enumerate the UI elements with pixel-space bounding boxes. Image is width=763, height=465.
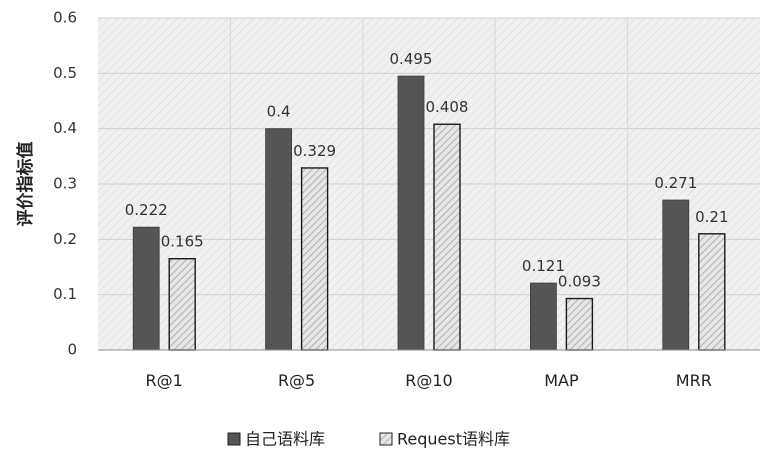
y-tick-label: 0.1 (53, 285, 77, 303)
bar-value-label: 0.271 (654, 174, 697, 192)
bar-series-1 (662, 199, 690, 351)
legend-swatch-series-2 (379, 432, 393, 446)
y-tick-label: 0.6 (53, 9, 77, 27)
bar-series-1 (132, 226, 160, 351)
bar-value-label: 0.495 (390, 50, 433, 68)
legend-label-series-1: 自己语料库 (245, 430, 325, 449)
x-axis-ticks: R@1 R@5 R@10 MAP MRR (146, 371, 712, 390)
x-tick-label: MAP (544, 371, 579, 390)
bar-series-1 (265, 128, 293, 351)
bar-value-label: 0.165 (161, 233, 204, 251)
bar-series-2 (433, 123, 461, 351)
bar-series-1 (397, 75, 425, 351)
bar-value-label: 0.408 (426, 98, 469, 116)
bar-series-2 (698, 233, 726, 351)
x-tick-label: R@5 (278, 371, 315, 390)
bar-value-label: 0.121 (522, 257, 565, 275)
y-axis-ticks: 0 0.1 0.2 0.3 0.4 0.5 0.6 (53, 9, 77, 359)
bar-series-2 (565, 297, 594, 351)
y-tick-label: 0 (67, 341, 77, 359)
y-axis-label: 评价指标值 (15, 142, 36, 227)
bar-value-label: 0.329 (293, 142, 336, 160)
y-tick-label: 0.3 (53, 175, 77, 193)
x-tick-label: R@1 (146, 371, 183, 390)
bar-value-label: 0.21 (695, 208, 728, 226)
y-tick-label: 0.4 (53, 119, 77, 137)
bar-value-label: 0.4 (267, 103, 291, 121)
bar-value-label: 0.222 (125, 201, 168, 219)
y-tick-label: 0.5 (53, 64, 77, 82)
legend-swatch-series-1 (227, 432, 241, 446)
legend: 自己语料库 Request语料库 (227, 430, 510, 449)
gridlines (98, 17, 760, 350)
bar-series-1 (530, 282, 557, 351)
bar-series-2 (300, 167, 329, 351)
x-tick-label: R@10 (405, 371, 452, 390)
bar-value-label: 0.093 (558, 273, 601, 291)
bar-series-2 (168, 258, 196, 351)
legend-label-series-2: Request语料库 (397, 430, 510, 449)
x-tick-label: MRR (676, 371, 712, 390)
y-tick-label: 0.2 (53, 230, 77, 248)
